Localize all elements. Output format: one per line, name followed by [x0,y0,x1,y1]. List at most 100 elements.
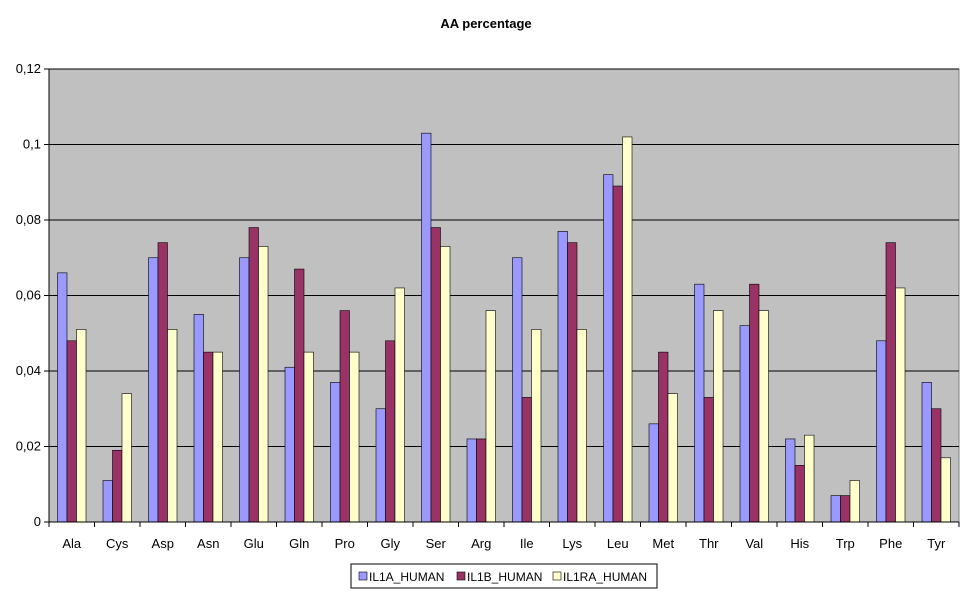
y-tick-label: 0,1 [23,137,41,152]
bar-il1a_human-pro [330,382,341,523]
x-tick-label: Phe [879,536,902,551]
bar-il1a_human-asn [193,314,204,523]
chart-title: AA percentage [440,16,531,31]
bar-il1ra_human-phe [895,287,906,523]
bar-il1b_human-his [794,465,805,523]
x-tick-label: Asp [152,536,174,551]
x-tick-label: Leu [607,536,629,551]
x-tick-label: Val [745,536,763,551]
bar-il1b_human-ser [430,227,441,523]
bar-il1a_human-his [785,438,796,523]
bar-il1b_human-met [658,351,669,523]
bar-il1b_human-pro [339,310,350,523]
bar-il1b_human-phe [885,242,896,523]
x-tick-label: Cys [106,536,129,551]
bar-il1b_human-asn [203,351,214,523]
legend-swatch [552,571,562,581]
bar-il1b_human-lys [567,242,578,523]
bar-il1ra_human-cys [121,393,132,523]
bar-il1ra_human-val [758,310,769,523]
y-tick-label: 0,08 [16,212,41,227]
x-tick-label: Asn [197,536,219,551]
bar-il1a_human-trp [830,495,841,523]
y-tick-label: 0,06 [16,288,41,303]
bar-il1ra_human-arg [485,310,496,523]
bar-il1ra_human-ala [76,329,87,523]
bar-il1ra_human-asn [212,351,223,523]
bar-il1a_human-tyr [921,382,932,523]
bar-il1ra_human-tyr [940,457,951,523]
bar-il1ra_human-met [667,393,678,523]
legend-swatch [456,571,466,581]
bar-il1b_human-leu [612,185,623,523]
x-axis-ticks: Ala Cys Asp Asn Glu Gln Pro Gly Ser Arg Ile Lys Leu M… [48,522,960,551]
bar-il1a_human-gln [284,366,295,523]
y-tick-label: 0 [34,514,41,529]
y-tick-label: 0,02 [16,439,41,454]
bar-il1a_human-gly [375,408,386,523]
bar-il1a_human-phe [876,340,887,523]
bar-il1a_human-glu [239,257,250,523]
legend: IL1A_HUMAN IL1B_HUMAN IL1RA_HUMAN [350,563,658,589]
bar-il1b_human-gln [294,268,305,523]
legend-box [350,563,658,589]
bar-il1b_human-glu [248,227,259,523]
bar-il1ra_human-trp [849,480,860,523]
x-tick-label: Tyr [927,536,946,551]
bar-il1ra_human-glu [258,246,269,523]
legend-label: IL1B_HUMAN [467,570,542,584]
bar-il1a_human-met [648,423,659,523]
x-tick-label: Thr [699,536,719,551]
bar-il1b_human-gly [385,340,396,523]
bar-il1ra_human-gln [303,351,314,523]
bar-il1b_human-asp [157,242,168,523]
y-axis-ticks: 0 0,02 0,04 0,06 0,08 0,1 0,12 [16,61,49,529]
bar-il1ra_human-his [804,434,815,523]
bar-il1b_human-tyr [931,408,942,523]
bar-il1b_human-ala [66,340,77,523]
bar-il1ra_human-pro [349,351,360,523]
x-tick-label: Glu [244,536,264,551]
bars [57,132,951,523]
x-tick-label: Gln [289,536,309,551]
x-tick-label: Met [652,536,674,551]
bar-il1a_human-thr [694,283,705,523]
bar-il1b_human-trp [840,495,851,523]
bar-il1a_human-cys [102,480,113,523]
bar-il1ra_human-ile [531,329,542,523]
x-tick-label: Arg [471,536,491,551]
bar-il1b_human-arg [476,438,487,523]
bar-il1ra_human-gly [394,287,405,523]
bar-il1ra_human-asp [167,329,178,523]
x-tick-label: Gly [381,536,401,551]
bar-il1a_human-ala [57,272,68,523]
x-tick-label: His [790,536,809,551]
bar-il1a_human-leu [603,174,614,523]
x-tick-label: Trp [836,536,855,551]
x-tick-label: Ala [62,536,82,551]
bar-il1b_human-thr [703,397,714,523]
bar-il1a_human-lys [557,231,568,523]
bar-il1b_human-val [749,283,760,523]
bar-il1ra_human-leu [622,136,633,523]
legend-label: IL1RA_HUMAN [563,570,647,584]
bar-il1a_human-ile [512,257,523,523]
x-tick-label: Ser [426,536,447,551]
bar-il1ra_human-ser [440,246,451,523]
bar-il1b_human-ile [521,397,532,523]
bar-il1a_human-asp [148,257,159,523]
legend-label: IL1A_HUMAN [369,570,444,584]
bar-il1a_human-arg [466,438,477,523]
bar-il1b_human-cys [112,449,123,523]
bar-il1a_human-ser [421,132,432,523]
x-tick-label: Pro [335,536,355,551]
bar-il1a_human-val [739,325,750,523]
y-tick-label: 0,12 [16,61,41,76]
bar-il1ra_human-thr [713,310,724,523]
x-tick-label: Lys [562,536,582,551]
x-tick-label: Ile [520,536,534,551]
bar-il1ra_human-lys [576,329,587,523]
y-tick-label: 0,04 [16,363,41,378]
legend-swatch [358,571,368,581]
